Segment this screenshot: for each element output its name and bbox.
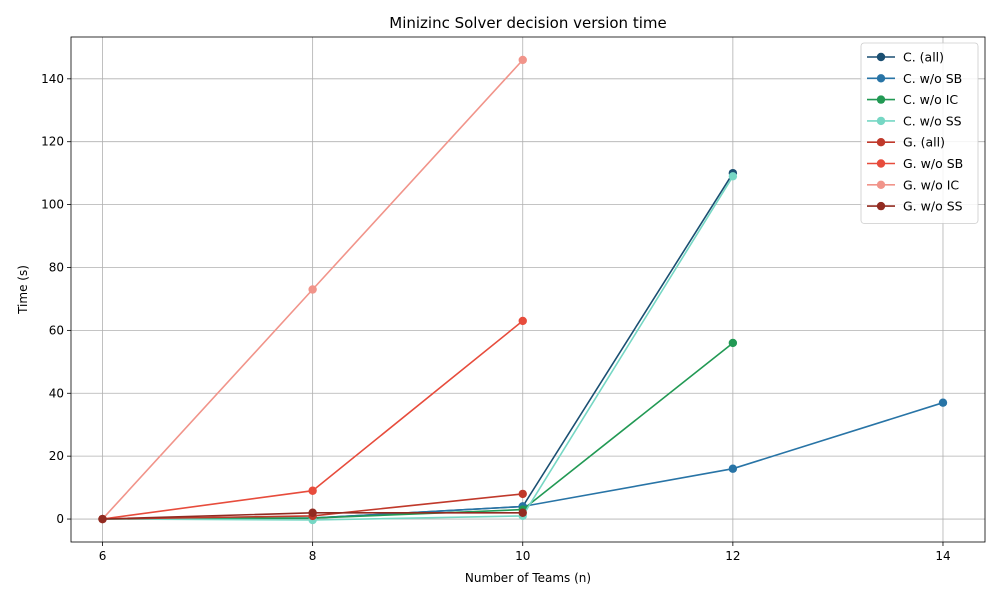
y-tick-label: 120 xyxy=(41,135,64,149)
y-tick-label: 40 xyxy=(49,386,64,400)
series-line xyxy=(102,175,734,521)
x-tick-label: 10 xyxy=(515,549,530,563)
legend-item: C. (all) xyxy=(867,50,944,65)
data-point xyxy=(518,489,527,499)
y-tick-label: 100 xyxy=(41,198,64,212)
legend-marker xyxy=(876,201,886,211)
series-c-w-o-ic xyxy=(98,338,738,524)
legend-label: G. w/o IC xyxy=(903,177,959,192)
legend-label: C. w/o SS xyxy=(903,113,962,128)
legend-marker xyxy=(876,116,886,126)
y-tick-label: 80 xyxy=(49,260,64,274)
data-point xyxy=(518,316,527,326)
y-tick-label: 140 xyxy=(41,72,64,86)
legend-label: G. w/o SS xyxy=(903,199,963,214)
data-point xyxy=(728,172,738,181)
series-layer xyxy=(98,55,948,525)
x-tick-label: 6 xyxy=(99,549,107,563)
legend-marker xyxy=(876,95,886,104)
data-point xyxy=(518,508,527,517)
legend-label: C. w/o SB xyxy=(903,71,962,86)
legend-marker xyxy=(876,159,886,168)
data-point xyxy=(308,285,317,294)
series-c-w-o-ss xyxy=(98,172,738,525)
legend-item: G. (all) xyxy=(867,135,945,150)
series-line xyxy=(102,342,734,520)
data-point xyxy=(938,398,948,407)
legend-item: G. w/o SS xyxy=(867,199,963,214)
data-point xyxy=(308,508,317,517)
y-axis-label: Time (s) xyxy=(16,265,30,315)
legend-label: C. (all) xyxy=(903,50,944,65)
legend-label: G. (all) xyxy=(903,135,945,150)
y-tick-label: 60 xyxy=(49,323,64,337)
y-tick-label: 0 xyxy=(56,512,64,526)
legend-label: C. w/o IC xyxy=(903,92,958,107)
data-point xyxy=(308,486,317,495)
grid xyxy=(71,37,985,542)
legend-box xyxy=(860,42,979,224)
legend-marker xyxy=(876,52,886,62)
data-point xyxy=(98,514,107,524)
y-tick-label: 20 xyxy=(49,449,64,463)
legend: C. (all) C. w/o SB C. w/o IC C. w/o SS G. (a… xyxy=(860,42,979,224)
data-point xyxy=(728,338,738,348)
legend-item: G. w/o IC xyxy=(867,177,959,192)
series-line xyxy=(102,172,734,520)
x-axis-label: Number of Teams (n) xyxy=(465,571,591,585)
data-point xyxy=(518,55,527,65)
legend-item: C. w/o SB xyxy=(867,71,962,86)
data-point xyxy=(728,464,738,473)
plot-frame xyxy=(70,36,986,543)
x-tick-label: 14 xyxy=(935,549,950,563)
legend-item: C. w/o IC xyxy=(867,92,958,107)
legend-item: G. w/o SB xyxy=(867,156,963,171)
legend-marker xyxy=(876,74,886,83)
legend-marker xyxy=(876,180,886,189)
x-tick-label: 8 xyxy=(309,549,317,563)
legend-item: C. w/o SS xyxy=(867,113,962,128)
x-tick-label: 12 xyxy=(725,549,740,563)
series-c-all xyxy=(98,168,738,524)
chart-title: Minizinc Solver decision version time xyxy=(389,14,666,32)
series-g-w-o-ss xyxy=(98,508,527,524)
legend-marker xyxy=(876,138,886,147)
legend-label: G. w/o SB xyxy=(903,156,963,171)
